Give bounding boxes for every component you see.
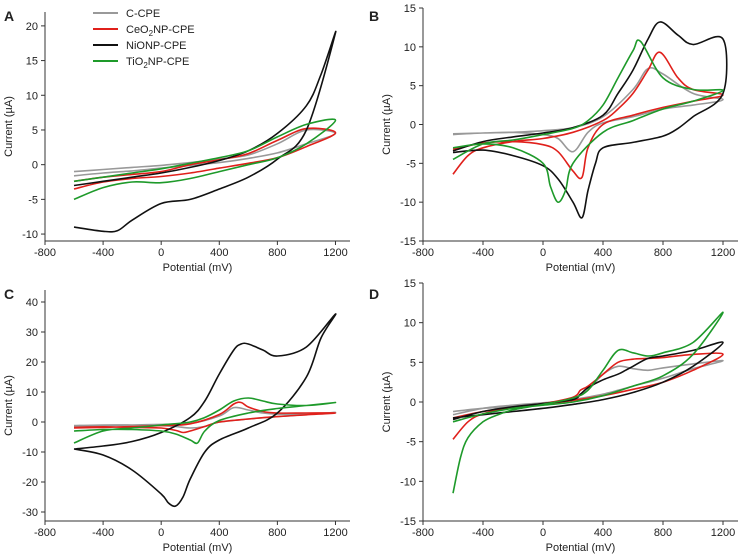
panel-letter: D: [369, 286, 379, 302]
x-tick-label: 800: [268, 527, 286, 539]
y-axis-title: Current (µA): [3, 96, 15, 157]
panel-b: B -800 -400 0 400 800 1200 -15 -10 -5 0 5 10 15 Potent…: [369, 3, 738, 274]
x-tick-label: -800: [412, 247, 434, 259]
y-tick-label: 15: [404, 3, 416, 15]
series-line-tio2np-cpe: [452, 39, 724, 203]
legend-label: CeO2NP-CPE: [126, 24, 195, 38]
y-tick-label: -10: [22, 447, 38, 459]
y-tick-label: -10: [400, 476, 416, 488]
y-tick-label: 0: [410, 120, 416, 132]
y-tick-label: 20: [26, 357, 38, 369]
legend-label: TiO2NP-CPE: [126, 56, 189, 70]
x-tick-label: 400: [594, 527, 612, 539]
series-line-ceo2np-cpe: [452, 51, 724, 180]
y-tick-label: -15: [400, 236, 416, 248]
y-tick-label: -30: [22, 507, 38, 519]
y-axis-title: Current (µA): [381, 372, 393, 433]
x-axis-title: Potential (mV): [546, 262, 616, 274]
series-line-c-cpe: [452, 66, 724, 153]
x-tick-label: 1200: [711, 527, 735, 539]
y-tick-label: -5: [28, 194, 38, 206]
x-tick-label: -400: [92, 527, 114, 539]
y-tick-label: -5: [406, 437, 416, 449]
legend-label: C-CPE: [126, 8, 160, 20]
legend-label-part: NiONP-CPE: [126, 40, 187, 52]
panel-letter: A: [4, 8, 14, 24]
series-line-nionp-cpe: [73, 313, 337, 508]
legend-label: NiONP-CPE: [126, 40, 187, 52]
x-tick-label: 800: [654, 247, 672, 259]
series-line-tio2np-cpe: [452, 311, 724, 494]
x-tick-label: 800: [268, 247, 286, 259]
y-tick-label: 5: [32, 125, 38, 137]
legend-label-part: 2: [143, 61, 148, 70]
x-tick-label: 0: [540, 527, 546, 539]
y-tick-label: 20: [26, 21, 38, 33]
x-axis-title: Potential (mV): [546, 542, 616, 554]
legend-label-part: NP-CPE: [153, 24, 195, 36]
panel-d: D -800 -400 0 400 800 1200 -15 -10 -5 0 5 10 15 Potent…: [369, 278, 738, 554]
x-tick-label: 400: [594, 247, 612, 259]
y-tick-label: 0: [32, 160, 38, 172]
series-line-tio2np-cpe: [73, 397, 337, 445]
x-tick-label: -400: [472, 527, 494, 539]
x-tick-label: -400: [472, 247, 494, 259]
y-tick-label: 5: [410, 81, 416, 93]
legend-label-part: TiO: [126, 56, 144, 68]
y-tick-label: 0: [410, 397, 416, 409]
series-line-c-cpe: [73, 128, 337, 177]
panel-a: A -800 -400 0 400 800 1200 -10 -5 0 5 10 15 20 Potenti…: [3, 8, 350, 274]
series-line-tio2np-cpe: [73, 118, 337, 201]
y-tick-label: -5: [406, 158, 416, 170]
y-tick-label: 5: [410, 357, 416, 369]
x-tick-label: 800: [654, 527, 672, 539]
panel-letter: C: [4, 286, 14, 302]
series-line-ceo2np-cpe: [73, 401, 337, 434]
legend-label-part: CeO: [126, 24, 149, 36]
x-tick-label: -800: [34, 527, 56, 539]
x-axis-title: Potential (mV): [163, 542, 233, 554]
y-tick-label: 15: [26, 56, 38, 68]
series-line-ceo2np-cpe: [73, 127, 337, 190]
panel-letter: B: [369, 8, 379, 24]
y-tick-label: -15: [400, 516, 416, 528]
x-tick-label: -800: [412, 527, 434, 539]
x-tick-label: 400: [210, 527, 228, 539]
x-tick-label: 400: [210, 247, 228, 259]
y-tick-label: 10: [26, 90, 38, 102]
y-axis-title: Current (µA): [3, 375, 15, 436]
y-tick-label: -10: [400, 197, 416, 209]
x-tick-label: 1200: [711, 247, 735, 259]
x-tick-label: 1200: [323, 527, 347, 539]
y-tick-label: 10: [26, 387, 38, 399]
y-tick-label: -20: [22, 477, 38, 489]
x-tick-label: 1200: [323, 247, 347, 259]
y-tick-label: -10: [22, 229, 38, 241]
y-tick-label: 15: [404, 278, 416, 290]
series-line-nionp-cpe: [452, 341, 724, 421]
x-tick-label: 0: [158, 527, 164, 539]
x-tick-label: -400: [92, 247, 114, 259]
legend-label-part: NP-CPE: [148, 56, 190, 68]
x-tick-label: 0: [158, 247, 164, 259]
legend-label-part: 2: [149, 29, 154, 38]
y-tick-label: 40: [26, 297, 38, 309]
y-tick-label: 10: [404, 318, 416, 330]
series-line-nionp-cpe: [73, 30, 337, 233]
x-tick-label: 0: [540, 247, 546, 259]
y-tick-label: 10: [404, 42, 416, 54]
legend-label-part: C-CPE: [126, 8, 160, 20]
x-axis-title: Potential (mV): [163, 262, 233, 274]
y-axis-title: Current (µA): [381, 94, 393, 155]
y-tick-label: 0: [32, 417, 38, 429]
x-tick-label: -800: [34, 247, 56, 259]
panel-c: C -800 -400 0 400 800 1200 -30 -20 -10 0 10 20 30 40 Po…: [3, 286, 350, 554]
y-tick-label: 30: [26, 327, 38, 339]
